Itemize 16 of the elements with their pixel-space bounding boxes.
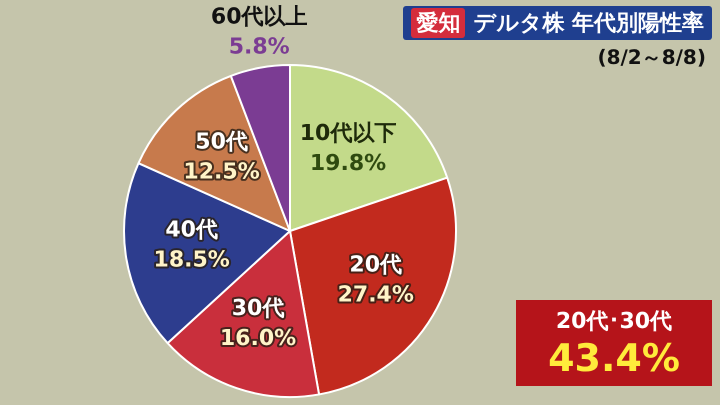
slice-label: 10代以下 bbox=[300, 120, 396, 146]
slice-label: 30代 bbox=[232, 296, 284, 322]
data-label: 16.0% bbox=[220, 326, 296, 352]
slice-label: 40代 bbox=[165, 218, 218, 243]
text: 愛知 デルタ株 年代別陽性率 bbox=[415, 10, 704, 38]
data-label: 27.4% bbox=[338, 282, 414, 308]
slice-label: 60代以上 bbox=[210, 4, 308, 30]
data-label: 5.8% bbox=[228, 34, 290, 60]
text: 43.4% bbox=[547, 336, 681, 380]
data-label: 12.5% bbox=[183, 159, 260, 184]
data-label: 19.8% bbox=[310, 150, 386, 176]
data-label: 18.5% bbox=[154, 248, 230, 273]
slice-label: 50代 bbox=[195, 129, 248, 154]
slice-label: 20代 bbox=[349, 252, 402, 278]
text: 20代･30代 bbox=[554, 308, 674, 336]
text: (8/2～8/8) bbox=[597, 44, 706, 71]
